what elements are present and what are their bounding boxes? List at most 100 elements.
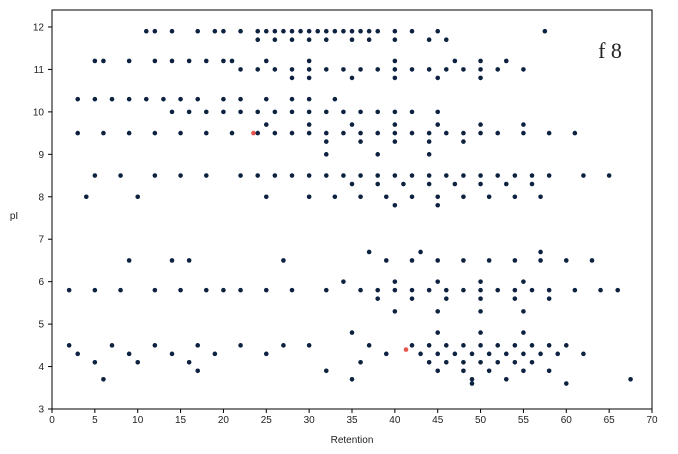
point [349, 28, 355, 34]
point [238, 28, 243, 34]
point [109, 343, 115, 348]
point [169, 58, 175, 64]
point [75, 96, 81, 102]
point [478, 173, 483, 178]
point [486, 351, 492, 357]
y-tick-label: 4 [38, 362, 44, 373]
x-axis-label: Retention [331, 435, 374, 446]
point [358, 173, 363, 178]
point [323, 28, 329, 34]
point [383, 351, 389, 357]
point [452, 181, 458, 187]
point [572, 287, 578, 293]
point [461, 287, 466, 293]
point [101, 58, 106, 64]
point [263, 351, 269, 357]
x-tick-label: 45 [432, 415, 444, 426]
point [263, 122, 269, 127]
point [169, 351, 175, 357]
point [392, 173, 398, 178]
point [203, 173, 209, 178]
point [358, 109, 363, 115]
point [435, 351, 441, 357]
point [75, 130, 81, 136]
point [478, 360, 483, 365]
point [512, 296, 518, 301]
point [401, 181, 406, 187]
point [349, 181, 355, 187]
point [272, 130, 278, 136]
point [358, 130, 363, 136]
point [512, 287, 518, 293]
point [255, 28, 261, 34]
point [563, 381, 569, 386]
point [306, 130, 312, 136]
point [341, 130, 346, 136]
point [426, 130, 432, 136]
point [229, 130, 235, 136]
point [83, 194, 89, 200]
point [195, 28, 201, 34]
point [221, 109, 226, 115]
point [375, 67, 381, 72]
point [495, 67, 501, 72]
point [409, 130, 415, 136]
point [263, 28, 269, 34]
point [203, 287, 209, 293]
point [495, 343, 501, 348]
point [238, 109, 243, 115]
point [349, 330, 355, 335]
point [486, 368, 492, 374]
point [598, 287, 603, 293]
point [521, 351, 526, 357]
point [426, 139, 432, 144]
point [341, 109, 346, 115]
point [409, 109, 415, 115]
point [323, 152, 329, 157]
point [306, 58, 312, 64]
point [332, 28, 338, 34]
point [143, 96, 149, 102]
point [409, 194, 415, 200]
point [358, 360, 363, 365]
point [323, 37, 329, 43]
point [152, 130, 158, 136]
point [323, 287, 329, 293]
point [366, 343, 372, 348]
point [512, 258, 518, 263]
point [461, 67, 466, 72]
point [152, 58, 158, 64]
point [581, 173, 586, 178]
y-tick-label: 12 [33, 22, 45, 33]
point [392, 130, 398, 136]
point [255, 109, 261, 115]
point [358, 28, 363, 34]
point [306, 96, 312, 102]
point [542, 28, 548, 34]
point [289, 109, 295, 115]
x-tick-label: 40 [389, 415, 401, 426]
point [512, 173, 518, 178]
point [195, 343, 201, 348]
point [263, 194, 269, 200]
x-tick-label: 30 [304, 415, 316, 426]
point [375, 181, 381, 187]
point [178, 287, 183, 293]
x-tick-label: 65 [604, 415, 616, 426]
point [383, 194, 389, 200]
point [375, 28, 381, 34]
point [169, 258, 175, 263]
point [426, 173, 432, 178]
plot-frame [51, 9, 653, 410]
point [392, 279, 398, 284]
point [238, 173, 243, 178]
point [443, 287, 449, 293]
point [392, 139, 398, 144]
point [212, 351, 218, 357]
point [221, 96, 226, 102]
point [101, 130, 106, 136]
point [435, 28, 441, 34]
point [178, 173, 183, 178]
point [478, 287, 483, 293]
point [538, 258, 543, 263]
